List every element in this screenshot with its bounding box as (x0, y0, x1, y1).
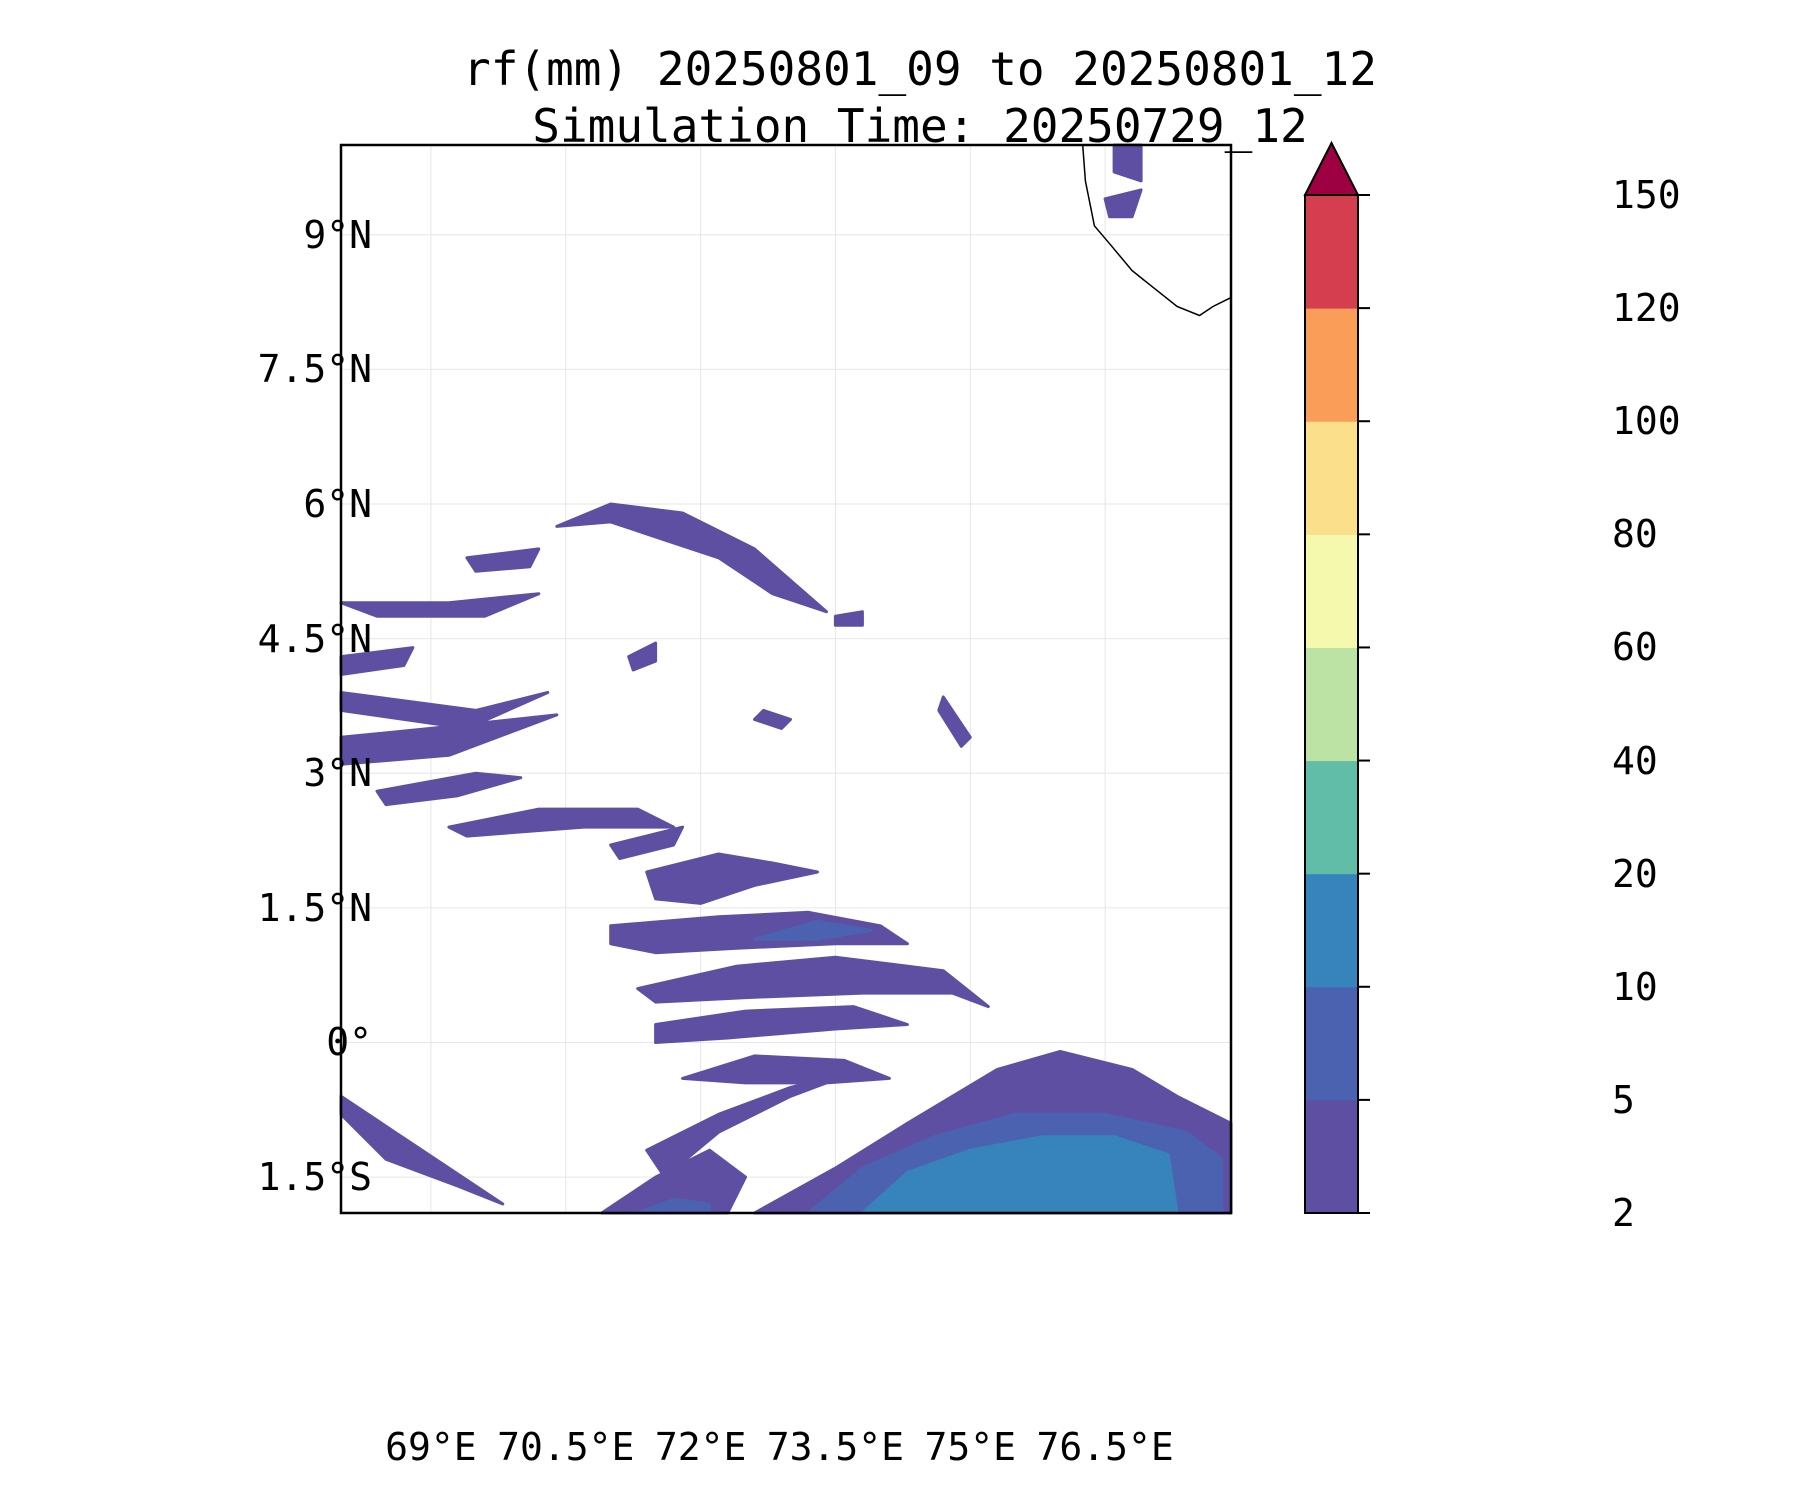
lat-tick-label: 4.5°N (257, 616, 372, 661)
colorbar-segment (1305, 195, 1358, 309)
rain-band (937, 695, 972, 748)
colorbar-tick-label: 2 (1612, 1191, 1635, 1235)
rain-band (654, 1005, 909, 1044)
rain-band (636, 955, 990, 1009)
colorbar-tick-label: 20 (1612, 851, 1658, 896)
map-border (339, 143, 1233, 1215)
map-frame (341, 145, 1231, 1213)
colorbar-segment (1305, 647, 1358, 762)
lon-tick-label: 76.5°E (1036, 1425, 1174, 1469)
rain-band (609, 910, 909, 955)
lat-tick-label: 0° (326, 1020, 372, 1065)
coastline-path (1081, 144, 1232, 317)
rain-band (645, 852, 819, 905)
colorbar-segment (1305, 760, 1358, 875)
rain-band (860, 1135, 1179, 1215)
lat-tick-label: 3°N (303, 751, 372, 796)
rain-band (465, 547, 541, 573)
chart-subtitle: Simulation Time: 20250729_12 (532, 99, 1308, 153)
colorbar (1303, 140, 1370, 1214)
rain-band (753, 919, 873, 941)
lat-tick-label: 6°N (303, 481, 372, 526)
colorbar-segment (1305, 421, 1358, 535)
lat-tick-label: 7.5°N (257, 347, 372, 392)
colorbar-tick-label: 10 (1612, 964, 1658, 1009)
rain-band (753, 708, 792, 730)
lat-tick-label: 9°N (303, 212, 372, 257)
lon-tick-label: 70.5°E (497, 1425, 635, 1469)
rain-band (447, 807, 676, 838)
rain-band (681, 1054, 891, 1085)
map-gridlines (341, 145, 1231, 1213)
colorbar-segment (1305, 308, 1358, 422)
colorbar-segment (1305, 873, 1358, 988)
colorbar-tick-label: 60 (1612, 625, 1658, 670)
colorbar-tick-label: 40 (1612, 738, 1658, 783)
rainfall-contours (339, 143, 1233, 1215)
rain-band (1103, 188, 1143, 219)
colorbar-segment (1305, 1099, 1358, 1214)
rain-band (833, 610, 864, 627)
chart-title: rf(mm) 20250801_09 to 20250801_12 (463, 42, 1377, 96)
colorbar-tick-label: 100 (1612, 399, 1681, 444)
colorbar-tick-label: 80 (1612, 512, 1658, 557)
rain-band (339, 1094, 505, 1206)
rain-band (375, 771, 523, 807)
colorbar-segment (1305, 986, 1358, 1101)
colorbar-tick-label: 120 (1612, 286, 1681, 331)
coastline (1081, 144, 1232, 317)
rain-band (339, 592, 541, 618)
lon-tick-label: 72°E (654, 1425, 747, 1469)
colorbar-segment (1305, 534, 1358, 648)
lon-tick-label: 69°E (385, 1425, 477, 1469)
lat-tick-label: 1.5°S (257, 1155, 372, 1200)
lat-tick-label: 1.5°N (257, 885, 372, 930)
lon-tick-label: 73.5°E (766, 1425, 905, 1469)
colorbar-tick-label: 5 (1612, 1077, 1635, 1122)
colorbar-tick-label: 150 (1612, 173, 1681, 217)
rain-band (609, 825, 685, 860)
lon-tick-label: 75°E (924, 1425, 1017, 1469)
colorbar-frame (1304, 194, 1359, 1214)
rain-band (555, 502, 828, 614)
rain-band (627, 641, 658, 672)
